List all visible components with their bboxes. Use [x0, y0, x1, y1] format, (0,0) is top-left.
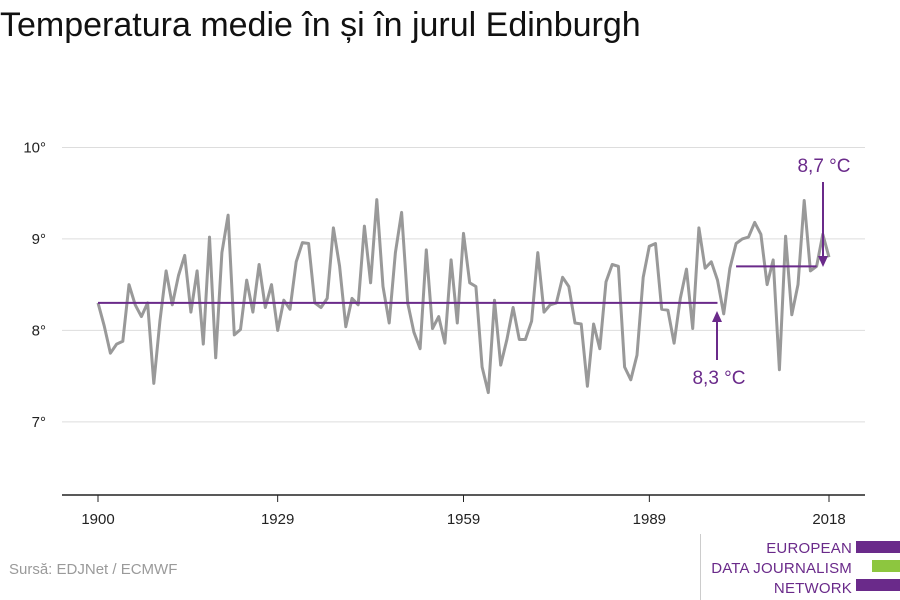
- x-tick-label: 1929: [261, 511, 294, 528]
- logo-line-3: NETWORK: [773, 580, 852, 597]
- logo-line-1: EUROPEAN: [766, 540, 852, 557]
- logo-bar-green: [872, 560, 900, 572]
- x-tick-label: 1959: [447, 511, 480, 528]
- annotation-arrowhead-1: [712, 311, 722, 322]
- temperature-series-line: [96, 198, 831, 395]
- y-tick-label: 7°: [32, 414, 46, 431]
- logo-bar-purple-top: [856, 541, 900, 553]
- logo-bar-purple-bottom: [856, 579, 900, 591]
- logo-line-2: DATA JOURNALISM: [711, 560, 852, 577]
- annotation-label-1: 8,3 °C: [692, 368, 745, 389]
- y-tick-label: 10°: [23, 139, 46, 156]
- edjnet-logo[interactable]: EUROPEAN DATA JOURNALISM NETWORK: [700, 534, 900, 600]
- x-tick-label: 2018: [812, 511, 845, 528]
- annotation-arrowhead-2: [818, 256, 828, 267]
- y-tick-label: 8°: [32, 322, 46, 339]
- x-tick-label: 1989: [633, 511, 666, 528]
- source-note: Sursă: EDJNet / ECMWF: [9, 561, 178, 578]
- y-tick-label: 9°: [32, 231, 46, 248]
- logo-text: EUROPEAN DATA JOURNALISM NETWORK: [711, 539, 852, 599]
- x-tick-label: 1900: [81, 511, 114, 528]
- annotation-label-2: 8,7 °C: [797, 156, 850, 177]
- chart-area: 7° 8° 9° 10° 1900 1929 1959 1989 2018 8,3 °C 8,7 °…: [23, 139, 865, 528]
- logo-separator: [700, 534, 701, 600]
- chart-title: Temperatura medie în și în jurul Edinbur…: [0, 6, 641, 44]
